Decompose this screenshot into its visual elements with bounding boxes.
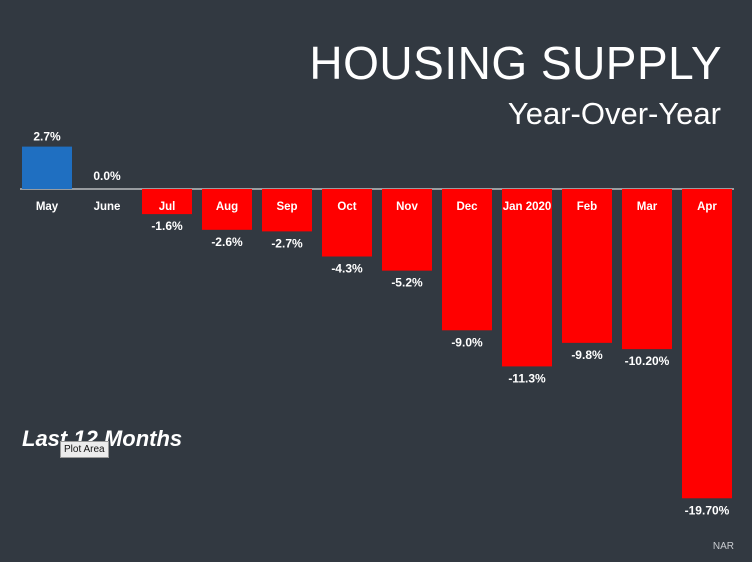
value-label-7: -9.0%: [451, 335, 483, 349]
bar-8: [502, 189, 552, 367]
plot-area-tooltip: Plot Area: [60, 441, 109, 458]
bar-4: [262, 189, 312, 232]
bar-3: [202, 189, 252, 230]
category-label-11: Apr: [697, 201, 717, 213]
value-label-3: -2.6%: [211, 235, 243, 249]
category-label-3: Aug: [216, 201, 238, 213]
category-label-7: Dec: [456, 201, 478, 213]
category-label-1: June: [94, 201, 121, 213]
bar-11: [682, 189, 732, 499]
value-label-10: -10.20%: [625, 354, 670, 368]
category-label-5: Oct: [337, 201, 356, 213]
chart-subtitle: Year-Over-Year: [507, 96, 721, 131]
bar-6: [382, 189, 432, 271]
value-label-0: 2.7%: [33, 130, 61, 144]
bar-5: [322, 189, 372, 257]
category-label-9: Feb: [577, 201, 597, 213]
bar-0: [22, 146, 72, 189]
source-label: NAR: [712, 541, 734, 552]
value-label-2: -1.6%: [151, 219, 183, 233]
chart-title: HOUSING SUPPLY: [309, 37, 722, 89]
bar-9: [562, 189, 612, 343]
bar-7: [442, 189, 492, 331]
value-label-5: -4.3%: [331, 262, 363, 276]
value-label-11: -19.70%: [685, 503, 730, 517]
category-label-0: May: [36, 201, 59, 213]
category-label-8: Jan 2020: [503, 201, 552, 213]
bar-2: [142, 189, 192, 215]
category-label-6: Nov: [396, 201, 418, 213]
category-label-10: Mar: [637, 201, 658, 213]
bar-10: [622, 189, 672, 350]
value-label-1: 0.0%: [93, 169, 121, 183]
value-label-8: -11.3%: [508, 371, 546, 385]
value-label-4: -2.7%: [271, 236, 303, 250]
category-label-4: Sep: [276, 201, 297, 213]
value-label-9: -9.8%: [571, 348, 603, 362]
value-label-6: -5.2%: [391, 276, 423, 290]
category-label-2: Jul: [159, 201, 176, 213]
